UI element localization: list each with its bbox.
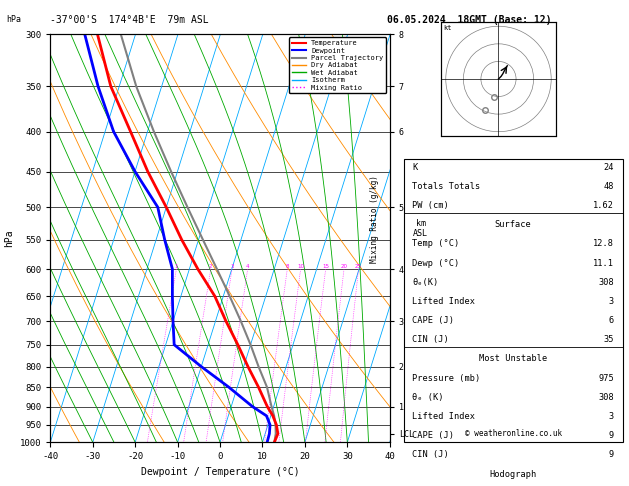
Text: 3: 3: [609, 297, 614, 306]
Text: CAPE (J): CAPE (J): [413, 316, 455, 325]
Text: Surface: Surface: [495, 220, 532, 229]
Text: 06.05.2024  18GMT (Base: 12): 06.05.2024 18GMT (Base: 12): [387, 15, 552, 25]
Text: 2: 2: [209, 264, 213, 269]
Text: 9: 9: [609, 451, 614, 459]
Text: 20: 20: [340, 264, 347, 269]
Text: 35: 35: [603, 335, 614, 344]
X-axis label: Dewpoint / Temperature (°C): Dewpoint / Temperature (°C): [141, 467, 299, 477]
Text: kt: kt: [443, 25, 452, 31]
Text: 308: 308: [598, 278, 614, 287]
Text: Totals Totals: Totals Totals: [413, 182, 481, 191]
Text: 12.8: 12.8: [593, 240, 614, 248]
Text: Temp (°C): Temp (°C): [413, 240, 460, 248]
Text: 15: 15: [322, 264, 329, 269]
Text: 6: 6: [609, 316, 614, 325]
Text: © weatheronline.co.uk: © weatheronline.co.uk: [465, 429, 562, 438]
Text: 48: 48: [603, 182, 614, 191]
Y-axis label: hPa: hPa: [4, 229, 14, 247]
Text: θₑ(K): θₑ(K): [413, 278, 439, 287]
Text: 9: 9: [609, 431, 614, 440]
Text: Pressure (mb): Pressure (mb): [413, 374, 481, 382]
Text: 10: 10: [297, 264, 304, 269]
Text: θₑ (K): θₑ (K): [413, 393, 444, 402]
Text: 24: 24: [603, 163, 614, 172]
Text: hPa: hPa: [6, 15, 21, 24]
Text: K: K: [413, 163, 418, 172]
Text: Most Unstable: Most Unstable: [479, 354, 547, 364]
Text: 4: 4: [246, 264, 250, 269]
Text: Dewp (°C): Dewp (°C): [413, 259, 460, 268]
Text: 308: 308: [598, 393, 614, 402]
Text: 3: 3: [230, 264, 234, 269]
Y-axis label: km
ASL: km ASL: [413, 219, 428, 238]
Text: 1: 1: [175, 264, 178, 269]
Text: PW (cm): PW (cm): [413, 201, 449, 210]
Text: 11.1: 11.1: [593, 259, 614, 268]
Text: CIN (J): CIN (J): [413, 335, 449, 344]
Text: 25: 25: [355, 264, 362, 269]
Text: -37°00'S  174°4B'E  79m ASL: -37°00'S 174°4B'E 79m ASL: [50, 15, 209, 25]
Text: 8: 8: [286, 264, 289, 269]
Text: CIN (J): CIN (J): [413, 451, 449, 459]
Text: 3: 3: [609, 412, 614, 421]
Text: Lifted Index: Lifted Index: [413, 412, 476, 421]
Text: 1.62: 1.62: [593, 201, 614, 210]
Text: Mixing Ratio (g/kg): Mixing Ratio (g/kg): [370, 175, 379, 262]
Text: Lifted Index: Lifted Index: [413, 297, 476, 306]
Text: 975: 975: [598, 374, 614, 382]
Legend: Temperature, Dewpoint, Parcel Trajectory, Dry Adiabat, Wet Adiabat, Isotherm, Mi: Temperature, Dewpoint, Parcel Trajectory…: [289, 37, 386, 93]
Text: CAPE (J): CAPE (J): [413, 431, 455, 440]
Text: Hodograph: Hodograph: [489, 469, 537, 479]
